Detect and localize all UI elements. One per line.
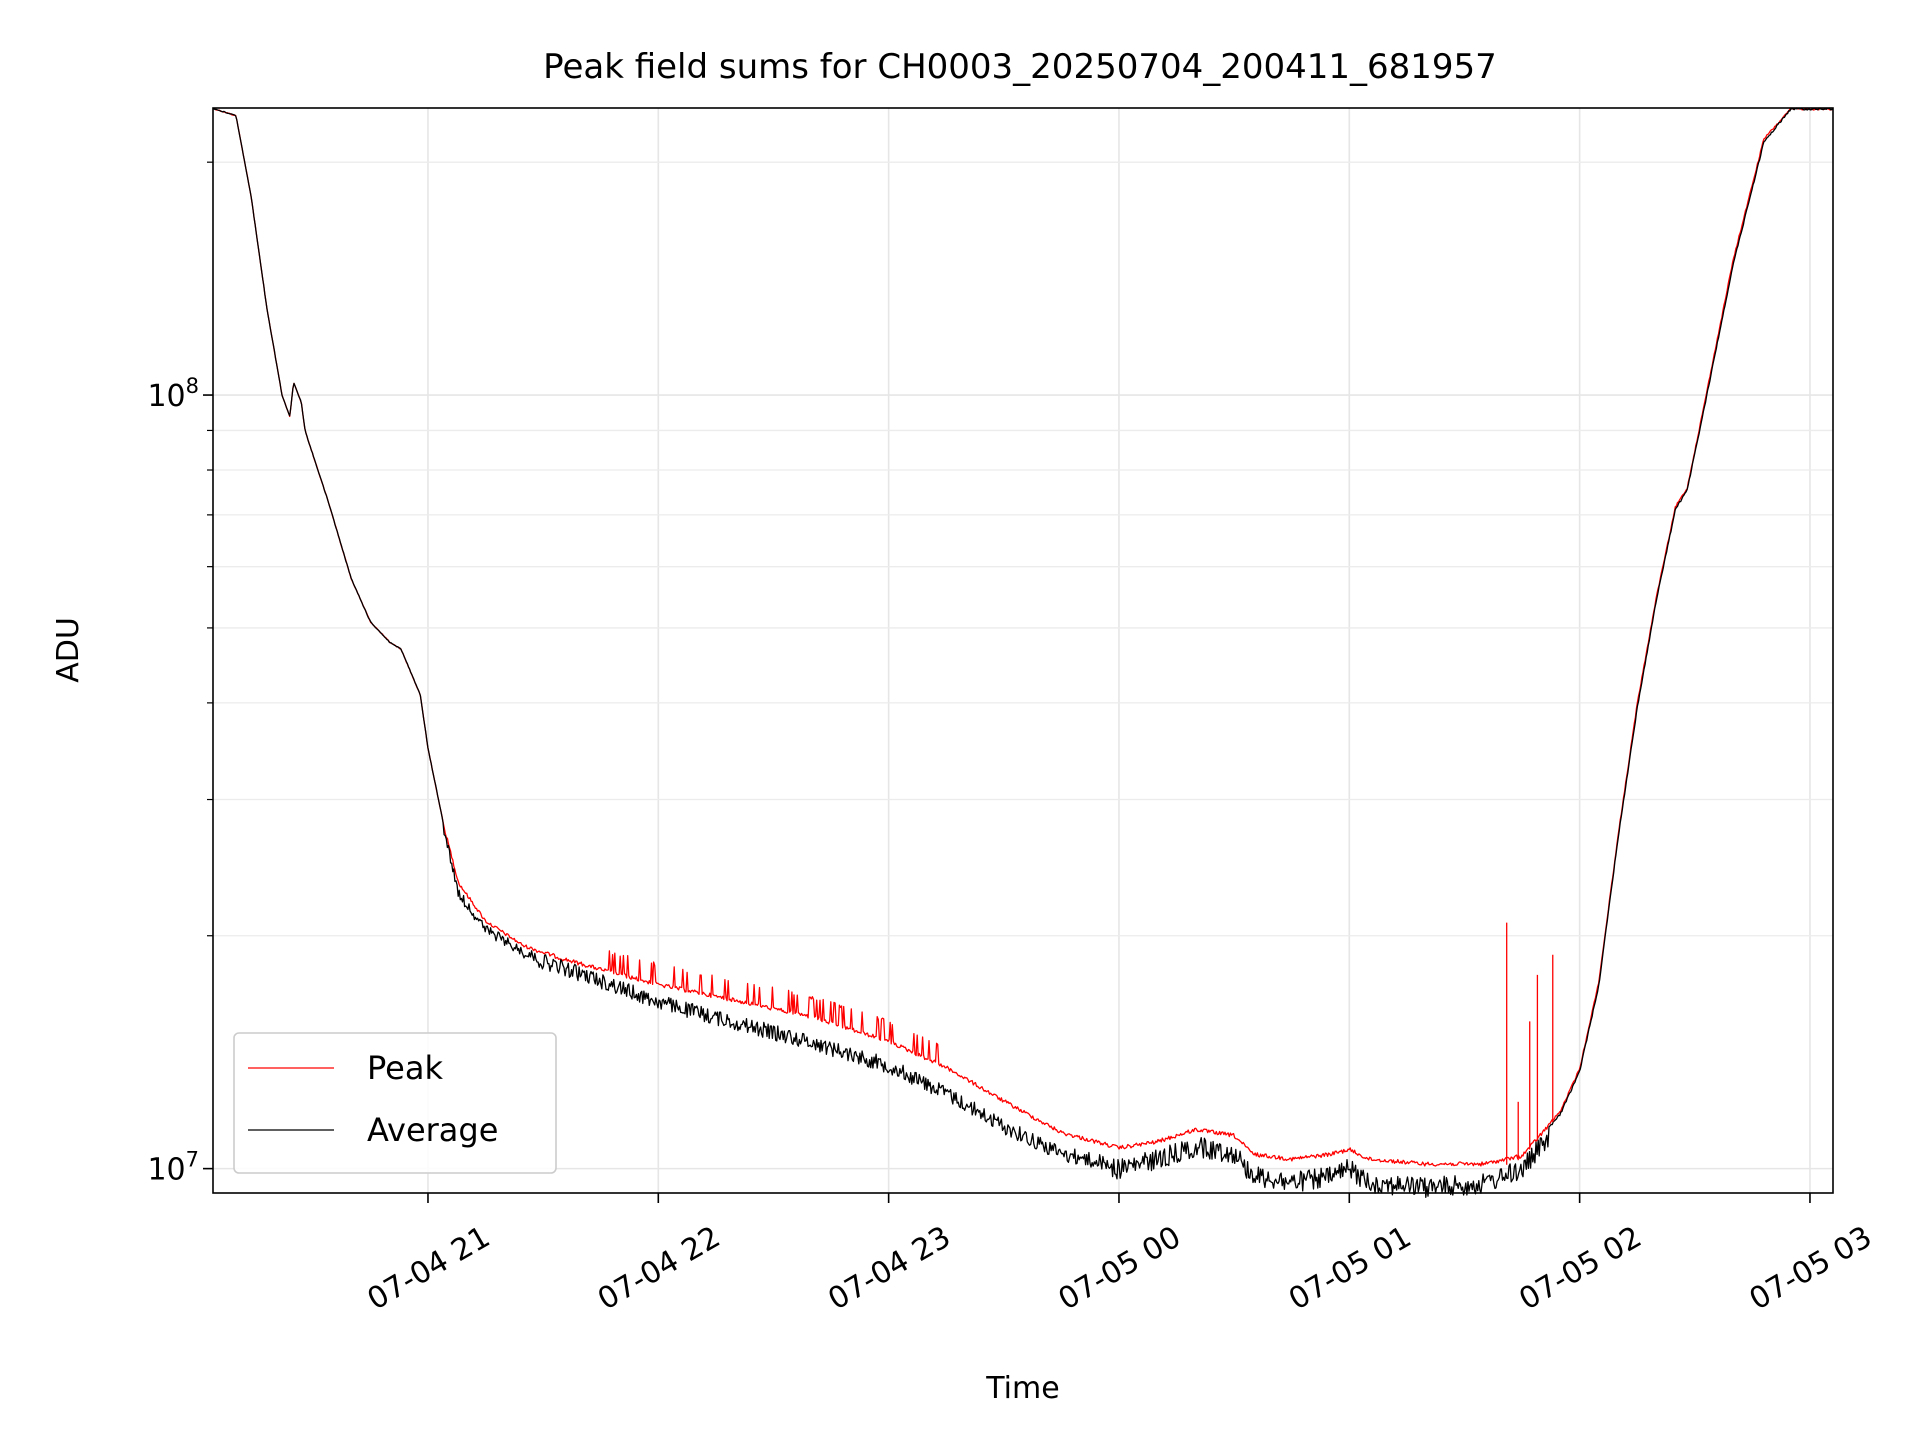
y-axis-label: ADU	[51, 617, 86, 683]
legend: Peak Average	[233, 1032, 557, 1174]
chart-title: Peak field sums for CH0003_20250704_2004…	[543, 47, 1497, 87]
plot-frame	[212, 107, 1834, 1194]
series-line-peak	[212, 107, 1834, 1167]
y-axis: 107 108	[147, 161, 213, 1188]
y-tick-label: 107	[147, 1148, 199, 1188]
legend-label-average: Average	[367, 1111, 498, 1149]
series-line-average	[212, 107, 1834, 1198]
plot-area	[212, 107, 1834, 1198]
y-tick-label: 108	[147, 374, 199, 414]
legend-label-peak: Peak	[367, 1049, 443, 1087]
x-axis-label: Time	[985, 1371, 1059, 1406]
